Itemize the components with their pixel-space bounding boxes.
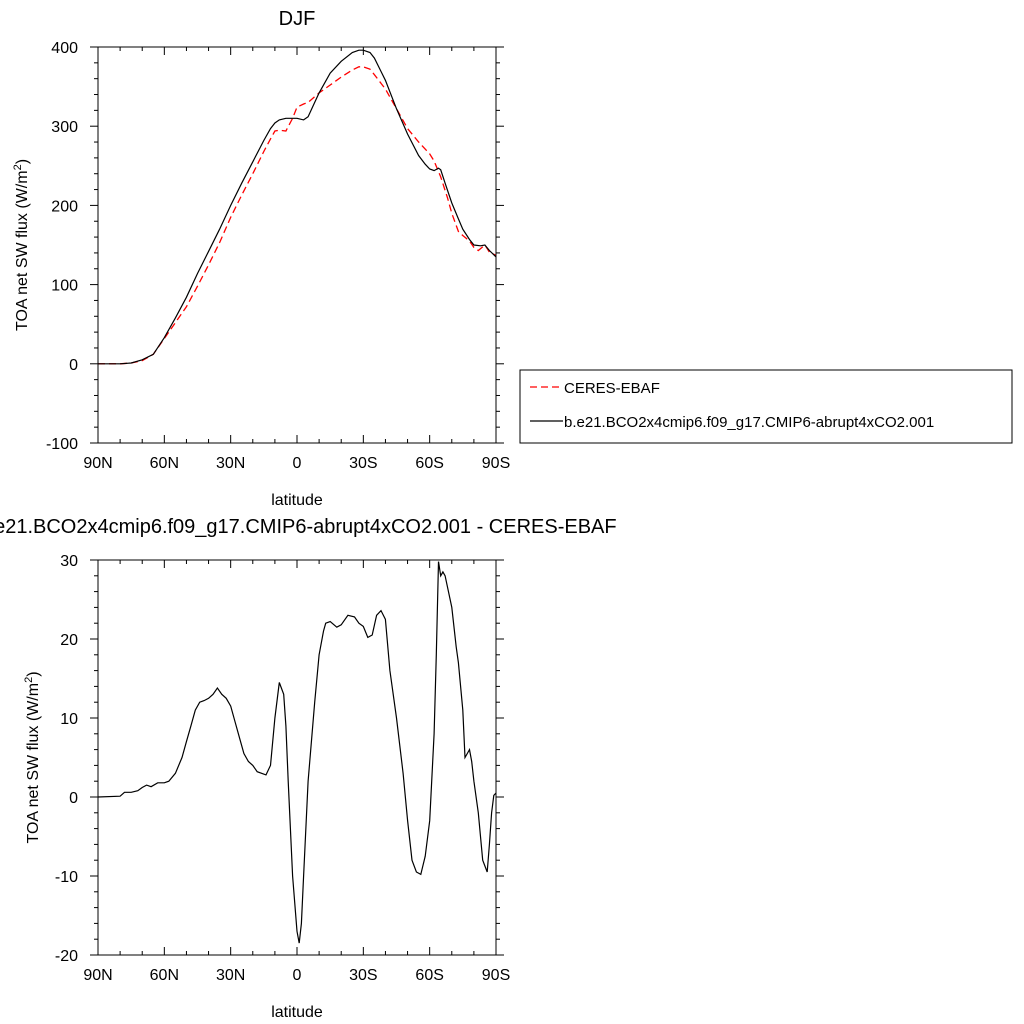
legend-label-1: CERES-EBAF [564,380,660,397]
x-tick-label: 0 [293,967,302,984]
x-tick-label: 90S [482,967,510,984]
x-tick-label: 60N [150,967,179,984]
y-axis-title: TOA net SW flux (W/m2) [12,159,31,331]
x-tick-label: 90N [83,455,112,472]
chart-2: b.e21.BCO2x4cmip6.f09_g17.CMIP6-abrupt4x… [0,516,617,1021]
legend: CERES-EBAF b.e21.BCO2x4cmip6.f09_g17.CMIP… [519,369,1013,444]
y-tick-label: 200 [51,198,78,215]
y-tick-label: -20 [55,948,78,965]
y-tick-label: 400 [51,40,78,57]
x-tick-label: 90N [83,967,112,984]
chart-1: DJF 90N 60N 30N 0 30S 60S 90S -100 0 100 200 300 400 l… [12,8,1013,509]
x-axis-title: latitude [271,1004,323,1021]
legend-label-2: b.e21.BCO2x4cmip6.f09_g17.CMIP6-abrupt4x… [564,414,934,431]
x-tick-label: 60S [415,455,443,472]
x-axis-title: latitude [271,492,323,509]
y-tick-label: 0 [69,357,78,374]
y-tick-label: -10 [55,869,78,886]
plot-frame [97,559,497,956]
series-line-2 [98,49,496,365]
y-tick-label: 10 [60,711,78,728]
plot-frame [97,46,497,444]
y-tick-label: 30 [60,553,78,570]
x-tick-label: 30N [216,967,245,984]
y-tick-label: 20 [60,632,78,649]
x-tick-label: 0 [293,455,302,472]
x-tick-label: 60S [415,967,443,984]
series-line-1 [98,561,496,944]
legend-box [519,369,1013,444]
y-tick-label: 0 [69,790,78,807]
y-tick-label: -100 [46,436,78,453]
y-axis-title: TOA net SW flux (W/m2) [23,671,42,843]
x-tick-label: 60N [150,455,179,472]
x-tick-label: 30S [349,967,377,984]
chart-title: b.e21.BCO2x4cmip6.f09_g17.CMIP6-abrupt4x… [0,516,617,538]
x-tick-label: 30N [216,455,245,472]
y-tick-label: 100 [51,278,78,295]
x-tick-label: 90S [482,455,510,472]
series-line-1 [98,66,496,365]
x-tick-label: 30S [349,455,377,472]
y-tick-label: 300 [51,119,78,136]
chart-title: DJF [279,8,316,30]
